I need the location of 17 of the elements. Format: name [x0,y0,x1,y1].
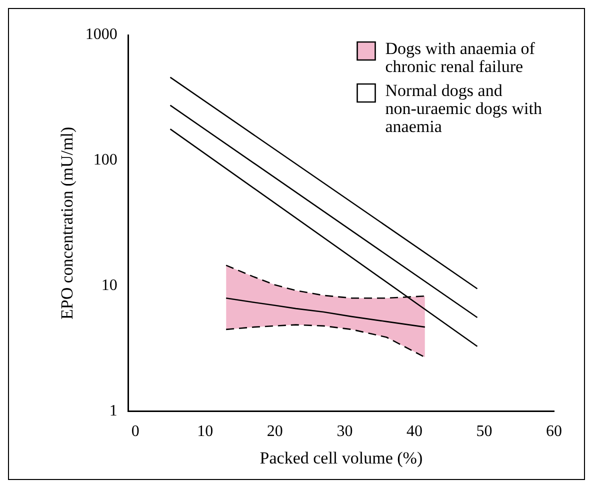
x-tick-label: 10 [197,423,214,440]
y-tick-label: 10 [101,277,118,294]
x-tick-label: 30 [336,423,353,440]
y-tick-label: 100 [93,152,118,169]
x-tick-label: 50 [476,423,492,440]
line-series [225,264,426,299]
y-tick-label: 1 [109,402,118,420]
legend-label: Normal dogs and non-uraemic dogs with anaemia [385,80,542,136]
line-series [225,324,426,358]
x-axis-title: Packed cell volume (%) [260,448,423,468]
legend-label: Dogs with anaemia of chronic renal failure [385,38,536,76]
x-tick-label: 0 [131,423,140,440]
y-axis-title: EPO concentration (mU/ml) [58,126,77,320]
x-tick-label: 60 [546,423,562,440]
x-tick-label: 40 [406,423,422,440]
y-tick-label: 1000 [85,26,118,44]
x-tick-label: 20 [266,423,283,440]
